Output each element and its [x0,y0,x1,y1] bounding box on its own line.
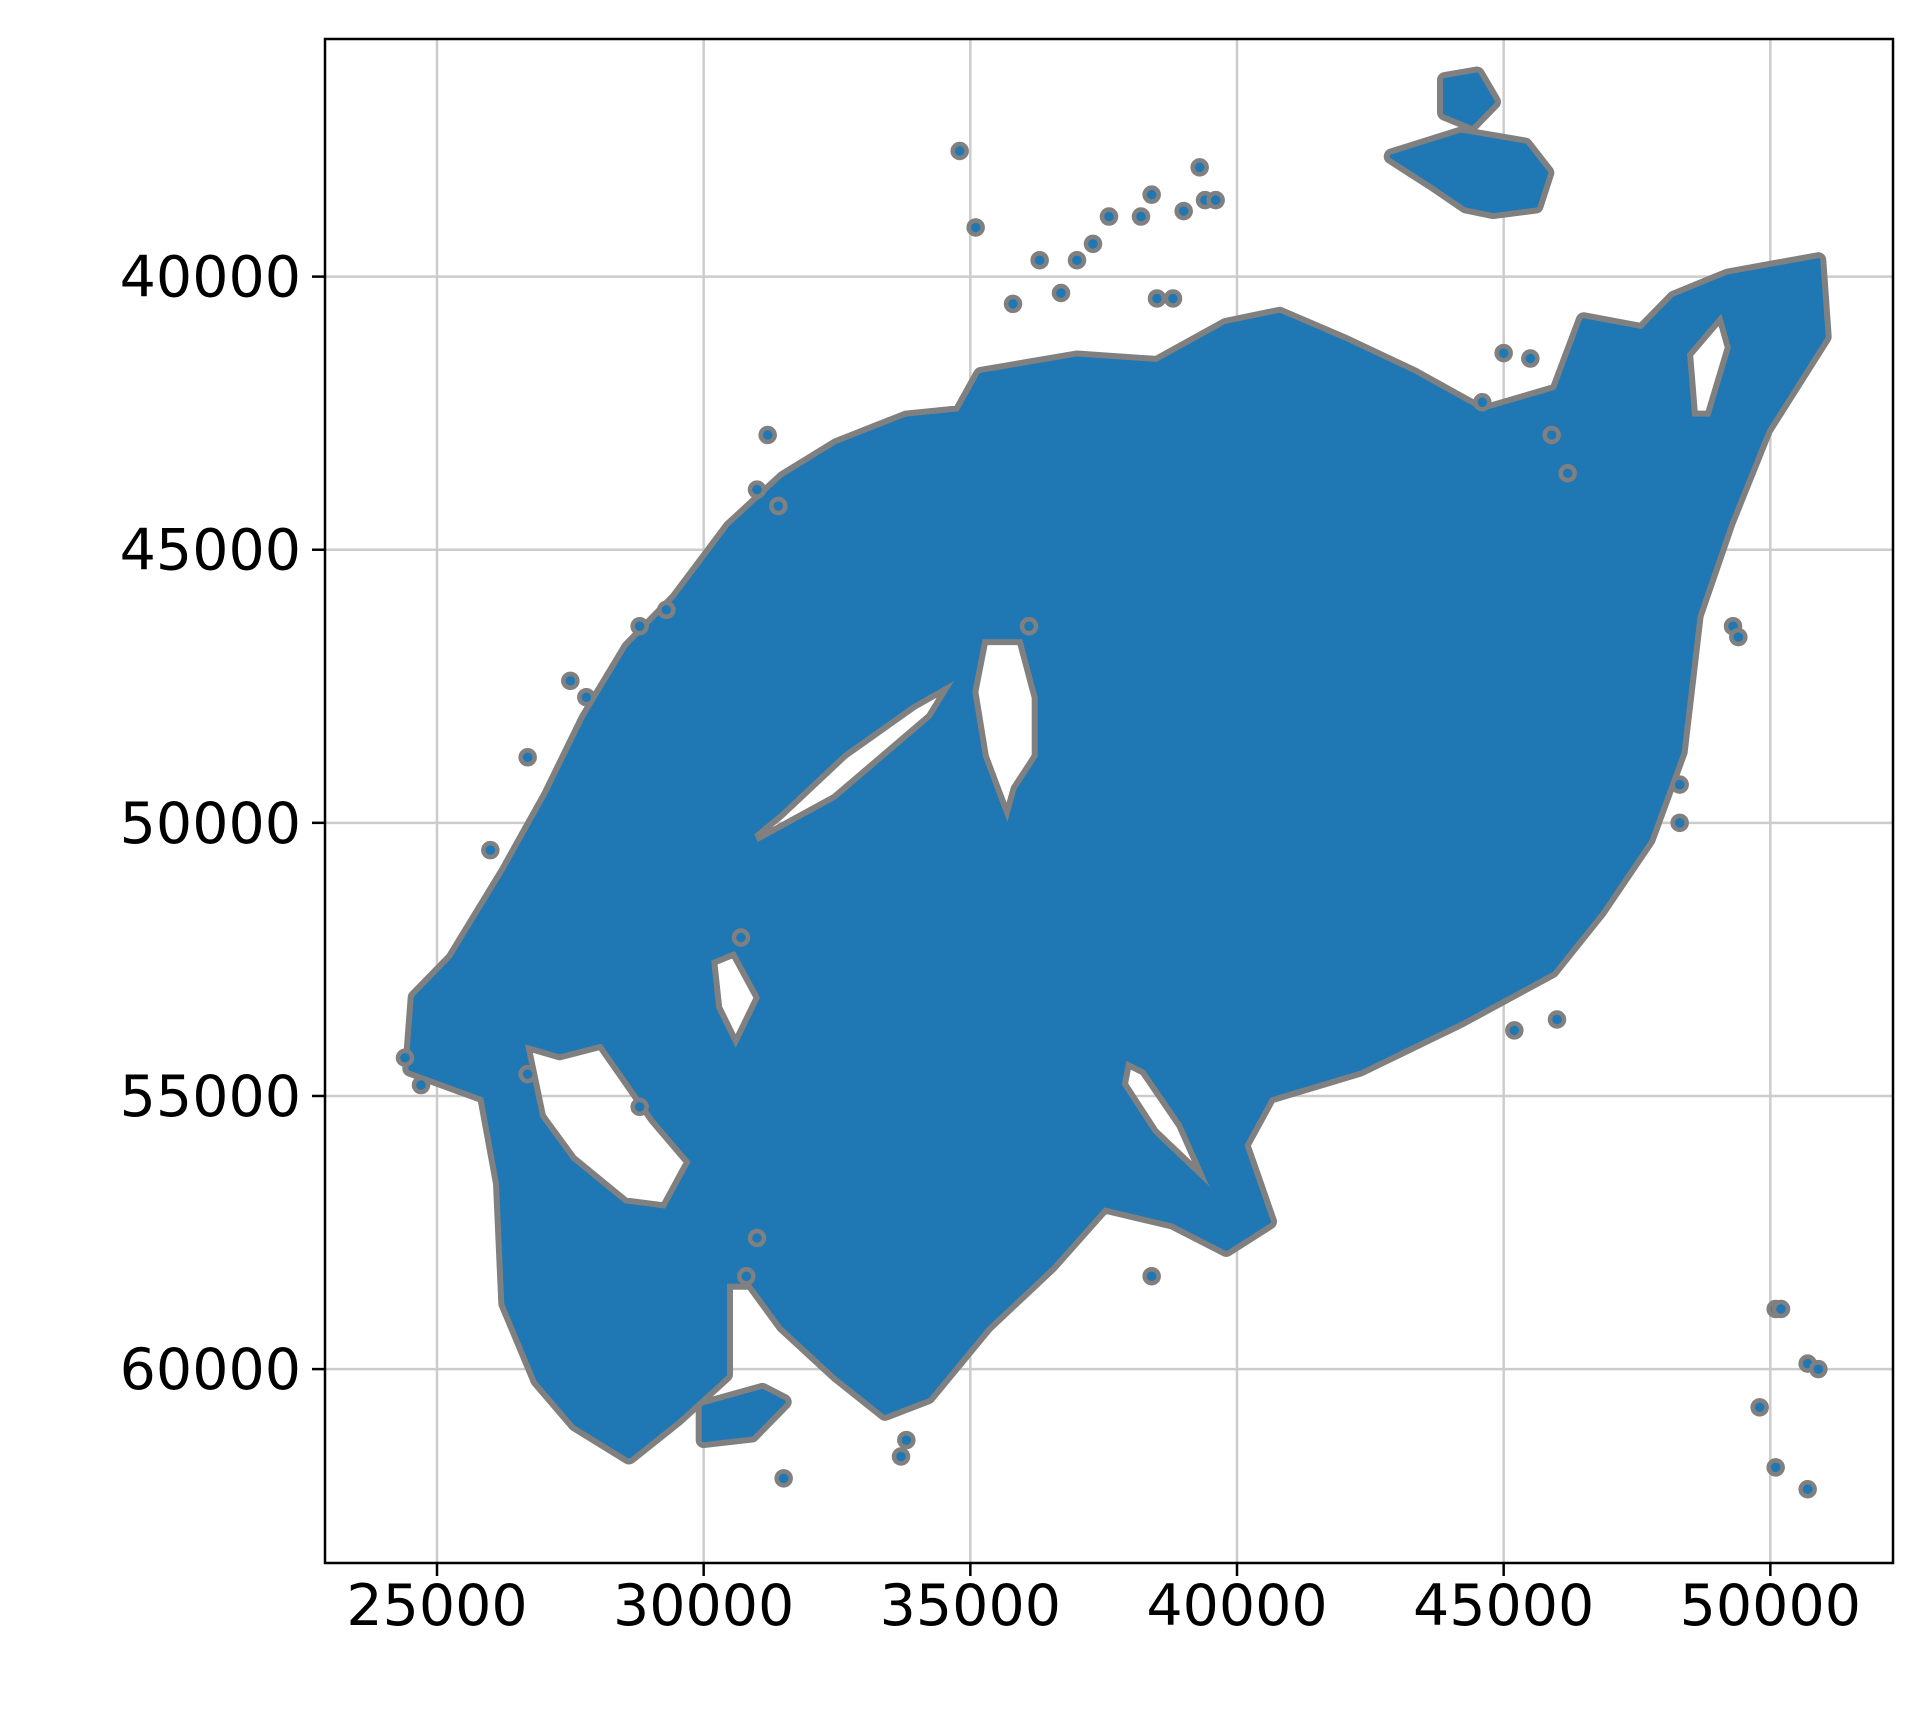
scatter-point [897,1430,916,1450]
x-tick-label: 45000 [1413,1573,1594,1639]
scatter-point [1558,464,1577,483]
scatter-point [657,600,676,620]
scatter-point [1798,1480,1817,1499]
scatter-point [774,1469,793,1488]
scatter-point [758,425,777,445]
scatter-point [1494,343,1513,363]
scatter-point [577,687,596,707]
scatter-point [630,616,649,636]
scatter-point [481,840,500,860]
scatter-point [518,1064,537,1084]
scatter-point [1147,289,1167,308]
scatter-point [1131,207,1151,226]
scatter-point [1521,349,1540,368]
scatter-point [1030,250,1049,270]
scatter-point [1067,250,1087,270]
scatter-point [395,1048,415,1067]
scatter-point [1505,1021,1524,1040]
island [1443,72,1495,126]
scatter-point [1163,289,1183,308]
x-tick-label: 25000 [346,1573,527,1639]
data-layer [395,66,1832,1499]
scatter-point [737,1266,756,1286]
scatter-point [1729,627,1748,647]
scatter-point [891,1447,911,1466]
scatter-point [966,218,985,237]
scatter-point [1206,190,1225,210]
scatter-point [1670,813,1689,833]
scatter-point [1019,616,1039,636]
scatter-point [1809,1359,1828,1379]
x-tick-label: 40000 [1146,1573,1327,1639]
scatter-point [731,928,751,947]
scatter-point [561,671,580,691]
y-tick-label: 50000 [120,791,301,857]
scatter-point [518,748,537,767]
y-tick-label: 45000 [120,518,301,584]
x-tick-label: 30000 [613,1573,794,1639]
scatter-point [1051,283,1071,303]
scatter-point [769,496,788,516]
island [1389,132,1549,214]
main-region [408,258,1826,1459]
y-tick-label: 55000 [120,1064,301,1130]
plot-frame [323,37,1895,1565]
scatter-point [1766,1458,1785,1477]
scatter-point [411,1075,431,1095]
scatter-point [1099,207,1119,226]
scatter-point [1542,425,1561,445]
axes: 25000 30000 35000 40000 45000 50000 40000 45000… [120,37,1895,1639]
scatter-point [1750,1398,1769,1417]
scatter-point [1142,1266,1161,1286]
scatter-point [1083,234,1103,254]
scatter-point [1142,185,1161,204]
scatter-point [630,1097,649,1117]
scatter-point [1771,1299,1791,1319]
scatter-point [1670,775,1689,794]
scatter-point [747,1228,767,1248]
scatter-point [1547,1010,1567,1029]
scatter-point [1174,201,1193,221]
scatter-point [950,141,969,161]
island [701,1388,786,1443]
y-tick-label: 40000 [120,245,301,311]
scatter-point [1473,392,1492,412]
x-tick-label: 50000 [1680,1573,1861,1639]
x-tick-label: 35000 [880,1573,1061,1639]
y-tick-label: 60000 [120,1337,301,1403]
scatter-point [1003,294,1023,314]
scatter-point [747,480,767,499]
scatter-point [1190,158,1209,177]
